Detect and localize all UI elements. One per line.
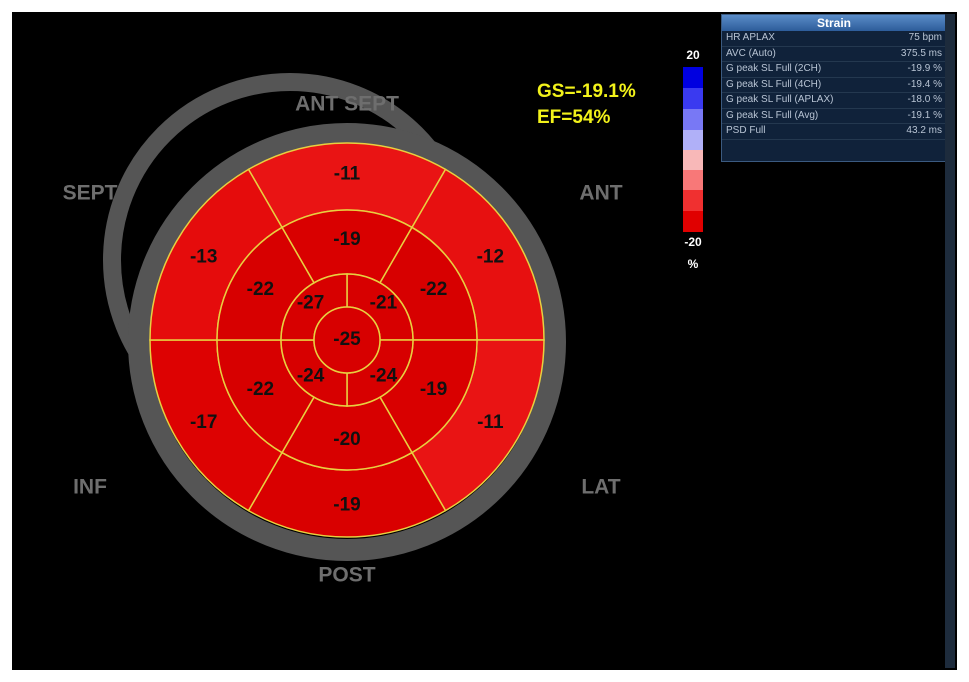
segment-value: -13	[190, 246, 217, 267]
screen: -11 -12 -11 -19 -17 -13 -19 -22 -19 -20 -22 -22 -21-…	[12, 12, 957, 670]
row-label: HR APLAX	[726, 32, 775, 43]
segment-value: -27	[297, 293, 324, 314]
scale-band	[683, 190, 703, 211]
segment-value: -22	[247, 279, 274, 300]
scale-band	[683, 211, 703, 232]
segment-value: -12	[477, 246, 504, 267]
panel-row: G peak SL Full (2CH) -19.9 %	[722, 62, 946, 78]
bullseye-view: -11-12-11-19-17-13-19-22-19-20-22-22-21-…	[63, 48, 703, 587]
panel-row: HR APLAX 75 bpm	[722, 31, 946, 47]
strain-panel: Strain HR APLAX 75 bpm AVC (Auto) 375.5 ms G…	[721, 14, 947, 162]
scale-band	[683, 109, 703, 130]
segment-value: -22	[247, 379, 274, 400]
label-ant-sept: ANT SEPT	[295, 93, 399, 116]
segment-value: -21	[370, 293, 398, 314]
segment-value: -24	[370, 365, 398, 386]
scale-unit: %	[688, 257, 699, 271]
scale-band	[683, 170, 703, 190]
panel-title: Strain	[722, 15, 946, 31]
row-label: AVC (Auto)	[726, 47, 776, 59]
segment-value: -17	[190, 412, 217, 433]
row-value: -19.9 %	[907, 63, 942, 74]
panel-row: G peak SL Full (APLAX) -18.0 %	[722, 93, 946, 109]
row-label: G peak SL Full (2CH)	[726, 63, 822, 74]
ef-value: EF=54%	[537, 107, 611, 128]
orientation-ring	[128, 123, 566, 561]
segment-value: -19	[333, 495, 360, 516]
row-value: 75 bpm	[908, 32, 942, 43]
row-value: -19.4 %	[907, 78, 942, 90]
label-lat: LAT	[581, 476, 620, 499]
panel-row: PSD Full 43.2 ms	[722, 124, 946, 140]
label-sept: SEPT	[63, 182, 118, 205]
segment-value: -19	[420, 379, 447, 400]
segment-value: -20	[333, 429, 360, 450]
row-label: G peak SL Full (Avg)	[726, 109, 819, 121]
panel-row: G peak SL Full (Avg) -19.1 %	[722, 109, 946, 124]
scale-band	[683, 150, 703, 170]
segment-value: -22	[420, 279, 447, 300]
scrollbar[interactable]	[945, 14, 955, 668]
segment-value: -11	[334, 164, 361, 185]
row-value: -18.0 %	[907, 94, 942, 105]
row-label: PSD Full	[726, 125, 766, 136]
row-label: G peak SL Full (APLAX)	[726, 94, 834, 105]
segment-value: -11	[477, 412, 504, 433]
segment	[313, 306, 381, 374]
row-value: 43.2 ms	[906, 125, 942, 136]
panel-row: AVC (Auto) 375.5 ms	[722, 47, 946, 62]
segment-value: -25	[333, 329, 361, 350]
label-post: POST	[318, 564, 375, 587]
segment-value: -24	[297, 365, 325, 386]
panel-row: G peak SL Full (4CH) -19.4 %	[722, 78, 946, 93]
label-ant: ANT	[579, 182, 622, 205]
segment-value: -19	[333, 229, 360, 250]
gs-value: GS=-19.1%	[537, 81, 636, 102]
label-inf: INF	[73, 476, 107, 499]
row-value: -19.1 %	[907, 109, 942, 121]
color-scale	[683, 67, 703, 232]
scale-band	[683, 88, 703, 109]
row-value: 375.5 ms	[900, 47, 942, 59]
scale-band	[683, 130, 703, 150]
row-label: G peak SL Full (4CH)	[726, 78, 822, 90]
scale-band	[683, 67, 703, 88]
scale-max: 20	[686, 48, 700, 62]
scale-min: -20	[684, 235, 702, 249]
